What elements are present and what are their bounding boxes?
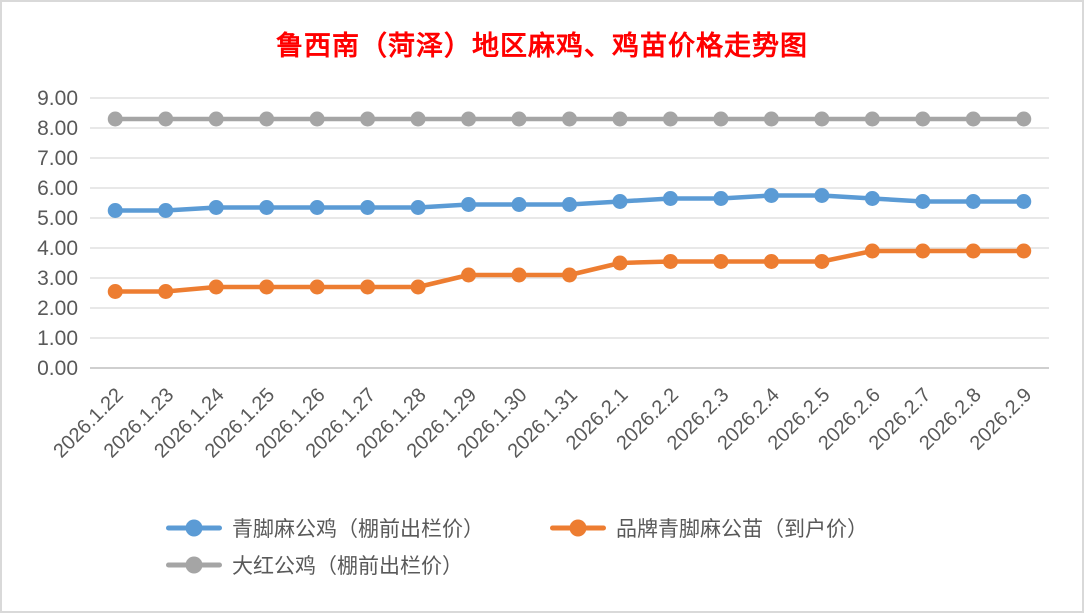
data-point [562, 111, 577, 127]
y-tick-label: 6.00 [37, 177, 78, 200]
legend-item-series-2: 品牌青脚麻公苗（到户价） [550, 513, 868, 543]
data-point [814, 111, 830, 127]
data-point [965, 194, 981, 209]
gridlines [90, 97, 1049, 369]
data-point [107, 203, 123, 218]
series-3 [107, 111, 1032, 127]
data-point [763, 111, 779, 127]
data-point [713, 254, 729, 269]
data-point [208, 279, 224, 295]
y-tick-label: 0.00 [37, 357, 78, 380]
data-point [612, 255, 628, 271]
data-point [864, 243, 880, 259]
legend-marker-series-3 [166, 556, 222, 573]
data-point [208, 111, 224, 127]
y-axis-tick-labels: 0.00 1.00 2.00 3.00 4.00 5.00 6.00 7.00 8.00 9.00 [37, 87, 78, 380]
data-point [360, 111, 376, 127]
data-point [814, 254, 830, 269]
data-point [259, 279, 275, 295]
data-point [662, 111, 678, 127]
data-point [259, 200, 275, 215]
data-point [713, 111, 729, 127]
data-point [461, 111, 477, 127]
data-point [158, 111, 174, 127]
data-point [309, 111, 325, 127]
data-point [107, 284, 123, 299]
y-tick-label: 3.00 [37, 267, 78, 290]
data-point [410, 200, 426, 215]
y-tick-label: 9.00 [37, 87, 78, 110]
y-tick-label: 1.00 [37, 327, 78, 350]
legend-label-series-3: 大红公鸡（棚前出栏价） [232, 553, 463, 578]
legend-item-series-1: 青脚麻公鸡（棚前出栏价） [166, 513, 550, 543]
data-point [763, 188, 779, 203]
legend: 青脚麻公鸡（棚前出栏价） 品牌青脚麻公苗（到户价） 大红公鸡（棚前出栏价） [166, 509, 966, 583]
data-point [864, 111, 880, 127]
y-tick-label: 5.00 [37, 207, 78, 230]
y-tick-label: 4.00 [37, 237, 78, 260]
data-point [1016, 194, 1032, 209]
data-point [259, 111, 275, 127]
data-point [612, 194, 628, 209]
series-1 [107, 188, 1032, 218]
legend-item-series-3: 大红公鸡（棚前出栏价） [166, 550, 463, 580]
data-point [1016, 243, 1032, 259]
data-point [814, 188, 830, 203]
y-tick-label: 7.00 [37, 147, 78, 170]
data-point [562, 267, 577, 283]
data-point [309, 200, 325, 215]
data-point [511, 267, 527, 283]
data-point [965, 111, 981, 127]
data-point [662, 254, 678, 269]
x-axis-tick-labels: 2026.1.222026.1.232026.1.242026.1.252026… [49, 384, 1036, 462]
data-point [915, 111, 931, 127]
plot-area: 0.00 1.00 2.00 3.00 4.00 5.00 6.00 7.00 8.00 9.00… [37, 87, 1049, 462]
data-point [713, 191, 729, 206]
chart-title: 鲁西南（菏泽）地区麻鸡、鸡苗价格走势图 [276, 31, 808, 62]
data-point [410, 111, 426, 127]
legend-row-1: 青脚麻公鸡（棚前出栏价） 品牌青脚麻公苗（到户价） [166, 509, 966, 546]
y-tick-label: 8.00 [37, 117, 78, 140]
data-point [763, 254, 779, 269]
legend-label-series-2: 品牌青脚麻公苗（到户价） [616, 516, 868, 541]
data-point [208, 200, 224, 215]
data-point [360, 279, 376, 295]
data-point [965, 243, 981, 259]
data-point [461, 267, 477, 283]
data-point [360, 200, 376, 215]
data-point [511, 197, 527, 212]
data-point [562, 197, 577, 212]
data-point [107, 111, 123, 127]
legend-marker-series-2 [550, 519, 606, 536]
data-point [662, 191, 678, 206]
data-point [158, 284, 174, 299]
series-2 [107, 243, 1032, 299]
legend-row-2: 大红公鸡（棚前出栏价） [166, 546, 966, 583]
data-point [1016, 111, 1032, 127]
data-point [511, 111, 527, 127]
legend-marker-series-1 [166, 519, 222, 536]
data-point [915, 194, 931, 209]
y-tick-label: 2.00 [37, 297, 78, 320]
data-point [915, 243, 931, 259]
data-point [612, 111, 628, 127]
data-point [410, 279, 426, 295]
data-point [461, 197, 477, 212]
data-point [158, 203, 174, 218]
data-point [864, 191, 880, 206]
data-point [309, 279, 325, 295]
legend-label-series-1: 青脚麻公鸡（棚前出栏价） [232, 516, 484, 541]
